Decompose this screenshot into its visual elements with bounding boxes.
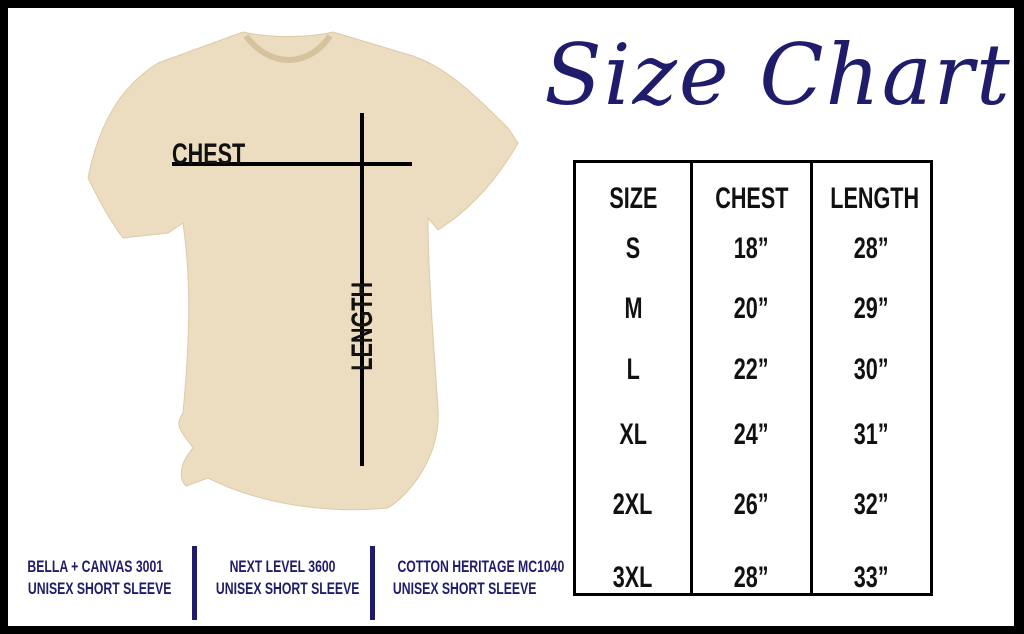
- size-cell: L: [626, 353, 640, 386]
- divider: [370, 546, 375, 620]
- length-cell: 29”: [854, 292, 889, 325]
- chest-cell: 24”: [734, 418, 769, 451]
- length-cell: 32”: [854, 488, 889, 521]
- size-cell: 3XL: [613, 561, 653, 594]
- chest-cell: 20”: [734, 292, 769, 325]
- tshirt-body: [87, 31, 519, 511]
- size-chart-canvas: CHEST LENGTH Size Chart SIZE S M L XL 2X…: [8, 8, 1014, 626]
- model-item: NEXT LEVEL 3600 UNISEX SHORT SLEEVE: [215, 557, 360, 598]
- length-label: LENGTH: [346, 281, 379, 371]
- shirt-models: BELLA + CANVAS 3001 UNISEX SHORT SLEEVE …: [8, 542, 568, 620]
- chest-cell: 18”: [734, 232, 769, 265]
- chest-label: CHEST: [172, 138, 246, 171]
- size-column: SIZE S M L XL 2XL 3XL: [576, 163, 693, 594]
- size-table: SIZE S M L XL 2XL 3XL CHEST 18” 20” 22” …: [573, 160, 933, 596]
- length-cell: 28”: [854, 232, 889, 265]
- size-cell: 2XL: [613, 488, 653, 521]
- tshirt-image: [87, 31, 519, 511]
- model-item: BELLA + CANVAS 3001 UNISEX SHORT SLEEVE: [27, 557, 172, 598]
- length-cell: 31”: [854, 418, 889, 451]
- size-cell: XL: [619, 418, 647, 451]
- length-cell: 30”: [854, 353, 889, 386]
- chest-cell: 26”: [734, 488, 769, 521]
- length-cell: 33”: [854, 561, 889, 594]
- chest-cell: 22”: [734, 353, 769, 386]
- page-title: Size Chart: [544, 26, 1012, 124]
- length-column: LENGTH 28” 29” 30” 31” 32” 33”: [813, 163, 930, 594]
- header-chest: CHEST: [714, 182, 789, 215]
- size-cell: S: [625, 232, 641, 265]
- chest-column: CHEST 18” 20” 22” 24” 26” 28”: [693, 163, 813, 594]
- divider: [192, 546, 197, 620]
- model-item: COTTON HERITAGE MC1040 UNISEX SHORT SLEE…: [392, 557, 565, 598]
- header-size: SIZE: [608, 182, 658, 215]
- header-length: LENGTH: [830, 182, 920, 215]
- size-cell: M: [624, 292, 642, 325]
- chest-cell: 28”: [734, 561, 769, 594]
